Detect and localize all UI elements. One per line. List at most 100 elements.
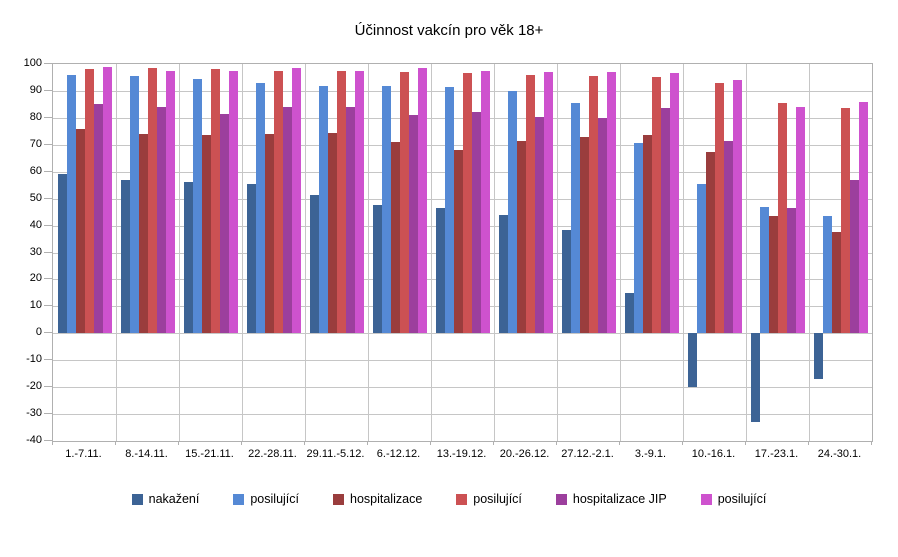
bar-hospitalizace — [642, 135, 652, 334]
legend-label: hospitalizace — [350, 492, 423, 506]
bar-nakažení — [498, 214, 508, 334]
bar-posilující — [543, 72, 553, 334]
y-axis-tick — [44, 359, 52, 361]
y-axis-label: 10 — [29, 299, 42, 312]
gridline-v — [683, 64, 684, 441]
x-axis-label: 8.-14.11. — [125, 448, 168, 460]
y-axis-tick — [44, 440, 52, 441]
bar-hospitalizace-JIP — [786, 208, 796, 334]
y-axis-label: -10 — [26, 353, 42, 366]
bar-posilující — [336, 70, 346, 334]
bar-posilující — [381, 85, 391, 334]
bar-hospitalizace-JIP — [282, 107, 292, 334]
y-axis-tick — [44, 116, 52, 118]
gridline-h — [53, 414, 872, 416]
y-axis-tick — [44, 89, 52, 91]
legend-label: posilující — [250, 492, 299, 506]
bar-posilující — [633, 143, 643, 334]
y-axis-label: 40 — [29, 218, 42, 231]
y-axis-tick — [44, 143, 52, 145]
x-axis-label: 27.12.-2.1. — [561, 448, 614, 460]
bar-hospitalizace-JIP — [345, 107, 355, 334]
bar-posilující — [795, 107, 805, 334]
bar-hospitalizace — [705, 151, 715, 334]
y-axis-label: 70 — [29, 137, 42, 150]
bar-hospitalizace-JIP — [93, 104, 103, 334]
gridline-v — [431, 64, 432, 441]
x-axis-tick — [241, 441, 242, 445]
bar-posilující — [84, 69, 94, 334]
bar-hospitalizace-JIP — [156, 107, 166, 334]
bar-posilující — [147, 68, 157, 334]
bar-hospitalizace — [390, 142, 400, 334]
gridline-v — [494, 64, 495, 441]
legend-label: posilující — [473, 492, 522, 506]
y-axis-label: -30 — [26, 407, 42, 420]
bar-posilující — [525, 74, 535, 334]
x-axis-label: 10.-16.1. — [691, 448, 736, 460]
bar-posilující — [102, 66, 112, 334]
y-axis-label: 80 — [29, 110, 42, 123]
bar-nakažení — [687, 333, 697, 388]
x-axis-tick — [619, 441, 620, 445]
bar-posilující — [444, 86, 454, 334]
bar-posilující — [588, 76, 598, 334]
legend-swatch — [233, 493, 245, 505]
y-axis-label: 20 — [29, 272, 42, 285]
bar-hospitalizace — [264, 134, 274, 334]
legend-swatch — [555, 493, 567, 505]
bar-hospitalizace-JIP — [408, 115, 418, 334]
legend-label: nakažení — [148, 492, 200, 506]
bar-hospitalizace-JIP — [849, 179, 859, 334]
bar-nakažení — [183, 182, 193, 334]
legend: nakažení posilující hospitalizace posilujíc… — [0, 492, 898, 506]
x-axis-tick — [367, 441, 368, 445]
legend-item: hospitalizace — [333, 492, 422, 506]
gridline-v — [179, 64, 180, 441]
gridline-v — [242, 64, 243, 441]
x-axis-label: 24.-30.1. — [817, 448, 862, 460]
bar-nakažení — [561, 229, 571, 334]
legend-item: nakažení — [131, 492, 200, 506]
x-axis-tick — [52, 441, 53, 445]
legend-swatch — [700, 493, 712, 505]
bar-posilující — [66, 74, 76, 334]
y-axis-tick — [44, 197, 52, 199]
x-axis-label: 22.-28.11. — [248, 448, 297, 460]
x-axis-tick — [493, 441, 494, 445]
legend-item: posilující — [700, 492, 766, 506]
bar-nakažení — [372, 205, 382, 334]
y-axis-tick — [44, 63, 52, 64]
bar-nakažení — [57, 174, 67, 334]
bar-posilující — [210, 69, 220, 334]
legend-item: posilující — [456, 492, 522, 506]
bar-hospitalizace — [201, 135, 211, 334]
bar-posilující — [399, 72, 409, 334]
x-axis-tick — [682, 441, 683, 445]
x-axis-tick — [556, 441, 557, 445]
gridline-v — [116, 64, 117, 441]
x-axis-tick — [745, 441, 746, 445]
bar-hospitalizace — [516, 140, 526, 334]
y-axis-label: 30 — [29, 245, 42, 258]
gridline-v — [746, 64, 747, 441]
bar-posilující — [822, 216, 832, 334]
x-axis-tick — [178, 441, 179, 445]
gridline-v — [305, 64, 306, 441]
bar-posilující — [192, 78, 202, 334]
y-axis-label: -40 — [26, 434, 42, 446]
y-axis-tick — [44, 278, 52, 280]
x-axis-label: 29.11.-5.12. — [306, 448, 365, 460]
bar-posilující — [669, 73, 679, 334]
x-axis-label: 20.-26.12. — [499, 448, 550, 460]
bar-posilující — [606, 72, 616, 334]
bar-hospitalizace — [327, 132, 337, 334]
y-axis-tick — [44, 170, 52, 172]
gridline-v — [809, 64, 810, 441]
bar-hospitalizace — [138, 134, 148, 334]
gridline-h — [53, 333, 872, 335]
bar-posilující — [507, 90, 517, 334]
x-axis-label: 15.-21.11. — [185, 448, 234, 460]
bar-nakažení — [309, 194, 319, 334]
